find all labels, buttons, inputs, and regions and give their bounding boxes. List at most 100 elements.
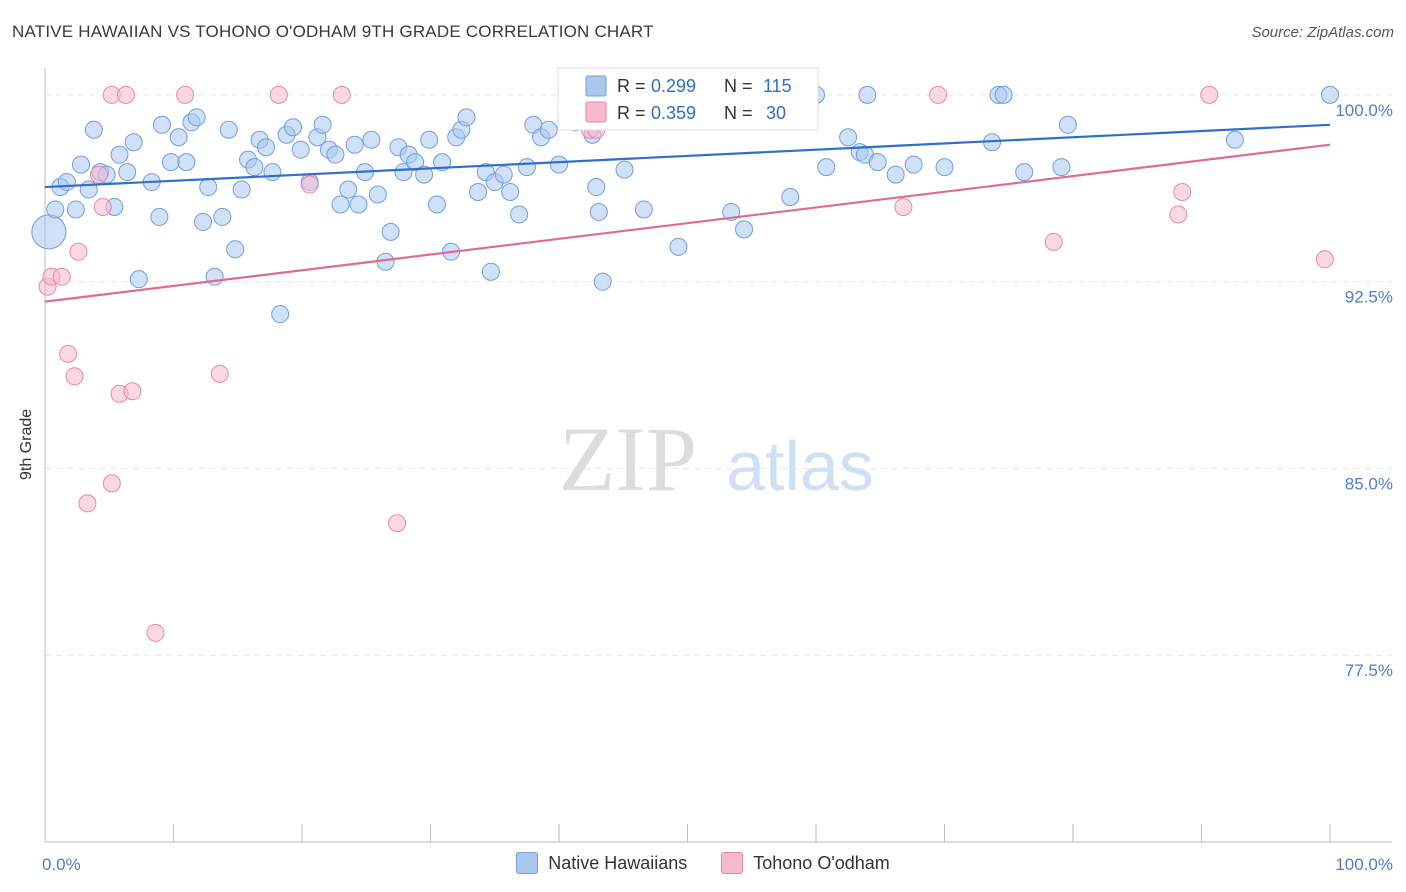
point-tohono-oodham: [146, 623, 165, 642]
legend-swatch-native-hawaiians: [516, 852, 539, 874]
y-tick-label: 77.5%: [1345, 661, 1393, 680]
point-native-hawaiians: [339, 180, 358, 199]
point-native-hawaiians: [271, 305, 290, 324]
point-tohono-oodham: [123, 382, 142, 401]
legend-n-value-native-hawaiians: 115: [763, 76, 792, 96]
point-native-hawaiians: [839, 128, 858, 147]
point-native-hawaiians: [150, 207, 169, 226]
point-tohono-oodham: [102, 474, 121, 493]
point-native-hawaiians: [46, 200, 65, 219]
point-tohono-oodham: [52, 267, 71, 286]
trend-line-native-hawaiians: [44, 123, 1331, 189]
legend-r-label: R =: [617, 103, 646, 123]
point-native-hawaiians: [124, 133, 143, 152]
legend-swatch-tohono-oodham: [585, 101, 607, 123]
point-native-hawaiians: [194, 212, 213, 231]
point-native-hawaiians: [394, 163, 413, 182]
y-tick-label: 92.5%: [1345, 288, 1393, 307]
point-tohono-oodham: [176, 85, 195, 104]
watermark-atlas: atlas: [726, 427, 874, 505]
point-tohono-oodham: [1173, 183, 1192, 202]
point-native-hawaiians: [257, 138, 276, 157]
point-native-hawaiians: [219, 120, 238, 139]
point-native-hawaiians: [263, 163, 282, 182]
legend-swatch-tohono-oodham: [721, 852, 744, 874]
legend-item-tohono-oodham: Tohono O'odham: [721, 852, 890, 874]
point-native-hawaiians: [349, 195, 368, 214]
source-label: Source: ZipAtlas.com: [1251, 24, 1394, 41]
point-native-hawaiians: [935, 158, 954, 177]
legend-top: R = 0.299 N = 115 R = 0.359 N = 30: [557, 67, 819, 131]
point-native-hawaiians: [31, 214, 67, 250]
point-native-hawaiians: [634, 200, 653, 219]
point-native-hawaiians: [1015, 163, 1034, 182]
point-native-hawaiians: [868, 153, 887, 172]
point-native-hawaiians: [781, 188, 800, 207]
point-native-hawaiians: [177, 153, 196, 172]
point-native-hawaiians: [345, 135, 364, 154]
point-native-hawaiians: [381, 222, 400, 241]
point-native-hawaiians: [501, 183, 520, 202]
point-native-hawaiians: [1321, 85, 1339, 104]
point-native-hawaiians: [362, 130, 381, 149]
point-tohono-oodham: [1169, 205, 1188, 224]
point-native-hawaiians: [433, 153, 452, 172]
legend-n-value-tohono-oodham: 30: [766, 103, 786, 123]
point-native-hawaiians: [1052, 158, 1071, 177]
y-axis-label: 9th Grade: [18, 408, 35, 480]
point-native-hawaiians: [1225, 130, 1244, 149]
point-native-hawaiians: [118, 163, 137, 182]
point-tohono-oodham: [93, 197, 112, 216]
point-native-hawaiians: [331, 195, 350, 214]
legend-n-label: N =: [724, 76, 753, 96]
point-native-hawaiians: [904, 155, 923, 174]
point-native-hawaiians: [858, 85, 877, 104]
point-native-hawaiians: [593, 272, 612, 291]
point-native-hawaiians: [66, 200, 85, 219]
legend-r-value-native-hawaiians: 0.299: [651, 76, 696, 96]
point-native-hawaiians: [494, 165, 513, 184]
point-native-hawaiians: [152, 115, 171, 134]
point-tohono-oodham: [210, 364, 229, 383]
point-native-hawaiians: [187, 108, 206, 127]
watermark-zip: ZIP: [559, 408, 697, 510]
point-native-hawaiians: [1058, 115, 1077, 134]
point-tohono-oodham: [1044, 232, 1063, 251]
legend-r-value-tohono-oodham: 0.359: [651, 103, 696, 123]
point-tohono-oodham: [116, 85, 135, 104]
point-native-hawaiians: [291, 140, 310, 159]
point-tohono-oodham: [388, 514, 407, 533]
point-native-hawaiians: [199, 178, 218, 197]
point-native-hawaiians: [226, 240, 245, 259]
point-tohono-oodham: [59, 344, 78, 363]
grid-lines: [45, 94, 1392, 656]
point-tohono-oodham: [69, 242, 88, 261]
point-native-hawaiians: [539, 120, 558, 139]
legend-item-native-hawaiians: Native Hawaiians: [516, 852, 687, 874]
point-native-hawaiians: [994, 85, 1013, 104]
axes: [44, 68, 1392, 843]
point-native-hawaiians: [313, 115, 332, 134]
point-native-hawaiians: [735, 220, 754, 239]
point-native-hawaiians: [84, 120, 103, 139]
data-points: [31, 85, 1339, 642]
point-tohono-oodham: [1200, 85, 1219, 104]
point-native-hawaiians: [420, 130, 439, 149]
point-native-hawaiians: [161, 153, 180, 172]
point-native-hawaiians: [232, 180, 251, 199]
point-native-hawaiians: [415, 165, 434, 184]
legend-label-native-hawaiians: Native Hawaiians: [548, 852, 688, 873]
y-tick-label: 100.0%: [1335, 101, 1393, 120]
point-native-hawaiians: [284, 118, 303, 137]
point-native-hawaiians: [481, 262, 500, 281]
point-native-hawaiians: [110, 145, 129, 164]
trend-line-tohono-oodham: [44, 143, 1331, 303]
point-native-hawaiians: [615, 160, 634, 179]
point-native-hawaiians: [326, 145, 345, 164]
point-tohono-oodham: [1315, 250, 1334, 269]
point-native-hawaiians: [587, 178, 606, 197]
chart-title: NATIVE HAWAIIAN VS TOHONO O'ODHAM 9TH GR…: [12, 22, 654, 41]
point-native-hawaiians: [589, 202, 608, 221]
point-tohono-oodham: [65, 367, 84, 386]
